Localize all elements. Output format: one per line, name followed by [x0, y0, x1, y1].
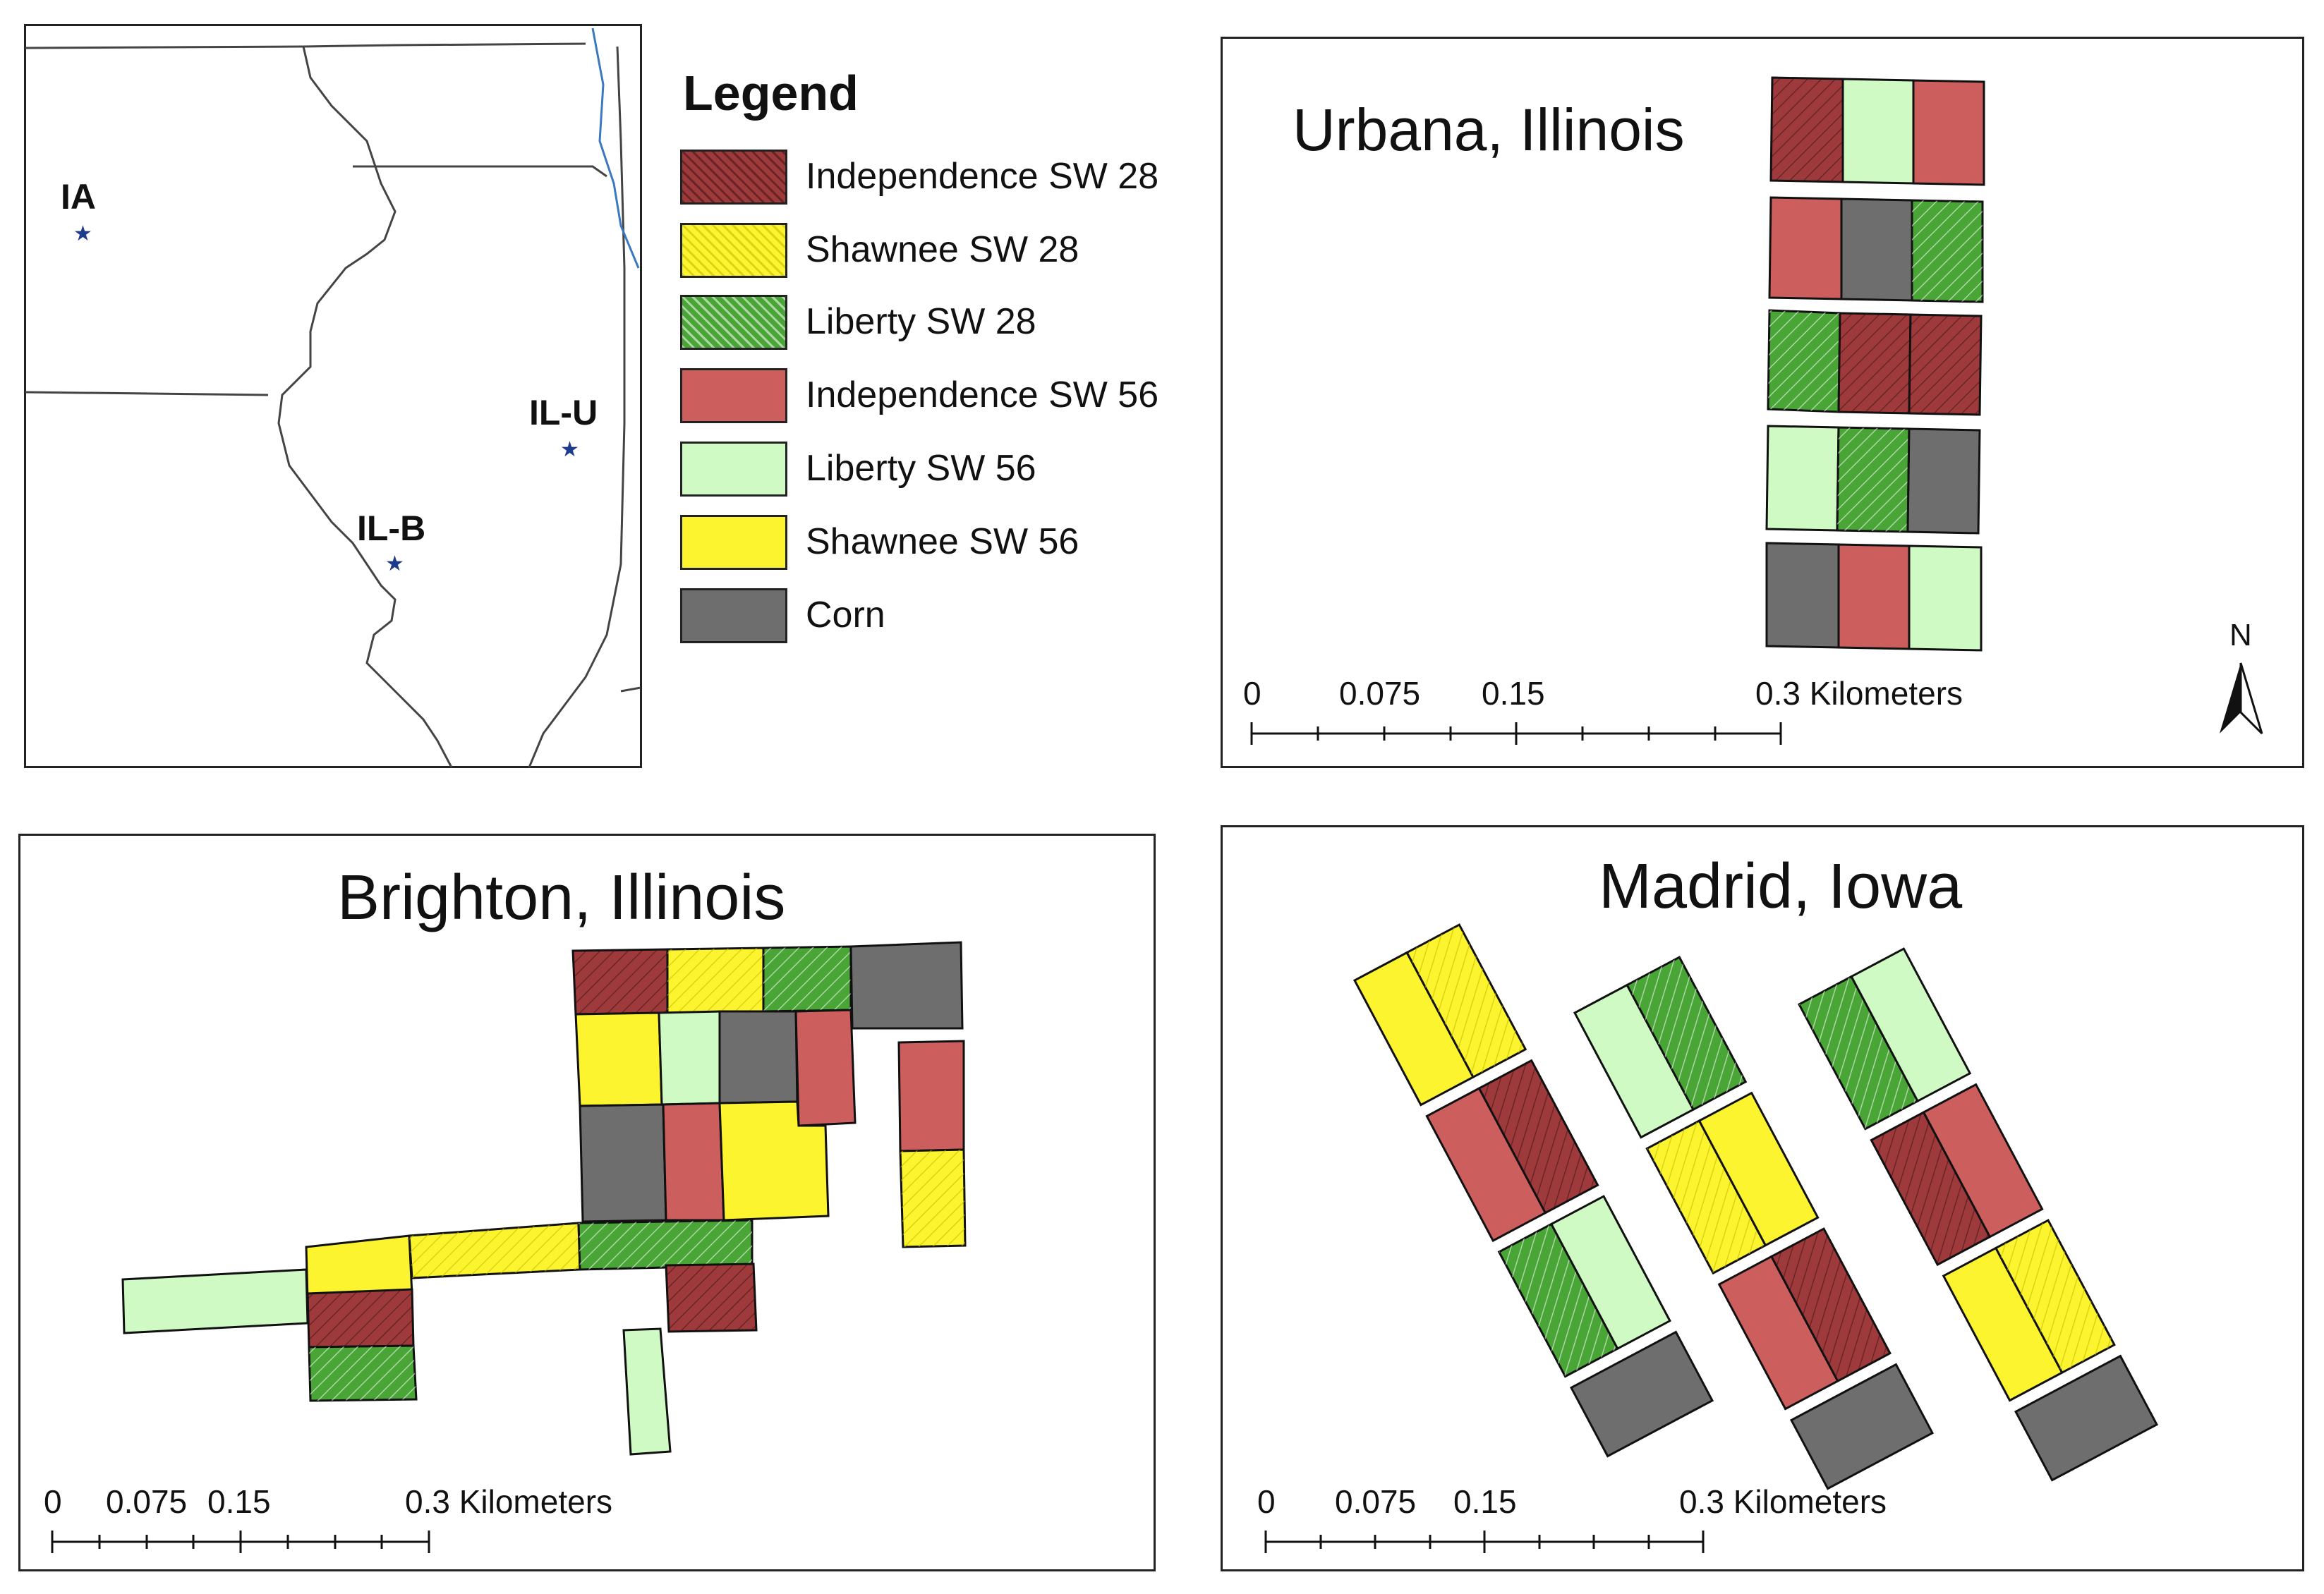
- north-label: N: [2229, 618, 2252, 652]
- legend-label: Liberty SW 28: [806, 301, 1036, 342]
- legend-item-shawnee-56: Shawnee SW 56: [680, 515, 1188, 573]
- state-border-iowa-south: [25, 391, 269, 396]
- site-label-il-b: IL-B: [357, 509, 426, 548]
- overview-map: [25, 28, 641, 768]
- plot-brighton-e4: [622, 1327, 672, 1456]
- plot-madrid-s3-2b: [1922, 1083, 2044, 1239]
- illinois-east-border: [528, 46, 626, 768]
- plot-urbana-r4-3: [1906, 427, 1981, 535]
- plot-brighton-a4: [849, 941, 964, 1030]
- brighton-scale-label-2: 0.15: [207, 1483, 271, 1520]
- brighton-scale-label-3: 0.3 Kilometers: [405, 1483, 613, 1520]
- plot-brighton-e1: [121, 1268, 309, 1334]
- plot-madrid-s3-4: [2014, 1354, 2159, 1482]
- urbana-scale-label-0: 0: [1243, 675, 1261, 712]
- legend-swatch: [680, 150, 787, 205]
- urbana-scale-label-3: 0.3 Kilometers: [1755, 675, 1963, 712]
- legend-item-independence-56: Independence SW 56: [680, 368, 1188, 426]
- star-icon: ★: [560, 438, 579, 461]
- site-label-ia: IA: [61, 177, 96, 217]
- plot-brighton-c2: [662, 1102, 725, 1222]
- plot-madrid-s3-1b: [1850, 947, 1972, 1103]
- brighton-scale-bar: [51, 1531, 430, 1553]
- plot-brighton-b4: [794, 1009, 857, 1127]
- site-label-il-u: IL-U: [529, 393, 598, 432]
- plot-urbana-r5-3: [1908, 544, 1983, 652]
- brighton-scale-label-0: 0: [44, 1483, 62, 1520]
- state-border-north: [25, 42, 586, 49]
- legend-label: Liberty SW 56: [806, 448, 1036, 489]
- legend-item-shawnee-28: Shawnee SW 28: [680, 223, 1188, 281]
- legend-swatch: [680, 515, 787, 570]
- plot-brighton-c1: [579, 1103, 667, 1223]
- plot-urbana-r5-1: [1765, 542, 1840, 649]
- star-icon: ★: [385, 552, 404, 576]
- brighton-title: Brighton, Illinois: [337, 863, 786, 933]
- brighton-scale-label-1: 0.075: [106, 1483, 188, 1520]
- urbana-map-frame: [1221, 37, 2304, 768]
- urbana-scale-label-1: 0.075: [1339, 675, 1421, 712]
- legend-label: Independence SW 56: [806, 375, 1159, 415]
- legend-swatch: [680, 442, 787, 497]
- urbana-scale-bar: [1250, 722, 1782, 745]
- plot-brighton-b2: [658, 1010, 721, 1106]
- legend-title: Legend: [683, 66, 859, 121]
- plot-madrid-s1-3b: [1549, 1195, 1671, 1351]
- plot-madrid-s2-4: [1790, 1363, 1935, 1490]
- star-icon: ★: [73, 222, 92, 245]
- indiana-south-border: [620, 686, 641, 693]
- plot-brighton-b3: [718, 1010, 799, 1105]
- legend-item-independence-28: Independence SW 28: [680, 150, 1188, 207]
- urbana-title: Urbana, Illinois: [1293, 97, 1685, 163]
- plot-brighton-b1: [574, 1011, 663, 1107]
- lake-michigan-shore: [591, 28, 640, 269]
- madrid-scale-label-0: 0: [1257, 1483, 1276, 1520]
- state-border-wisconsin: [353, 165, 607, 178]
- madrid-scale-label-2: 0.15: [1453, 1483, 1517, 1520]
- legend-label: Independence SW 28: [806, 156, 1159, 197]
- madrid-plots: [1352, 923, 2159, 1490]
- plot-brighton-b5: [897, 1040, 965, 1152]
- legend-swatch: [680, 295, 787, 350]
- legend-item-liberty-28: Liberty SW 28: [680, 295, 1188, 353]
- madrid-scale-label-1: 0.075: [1335, 1483, 1417, 1520]
- legend-swatch: [680, 223, 787, 278]
- brighton-plots: [121, 941, 967, 1456]
- plot-urbana-r2-1: [1768, 196, 1843, 300]
- legend-swatch: [680, 368, 787, 423]
- legend-label: Corn: [806, 595, 885, 635]
- north-arrow-icon: [2220, 662, 2263, 735]
- legend-label: Shawnee SW 56: [806, 521, 1079, 562]
- plot-urbana-r1-3: [1912, 79, 1985, 186]
- plot-madrid-s1-4: [1570, 1330, 1714, 1458]
- plot-urbana-r4-1: [1765, 425, 1840, 532]
- plot-madrid-s2-2b: [1697, 1091, 1820, 1247]
- madrid-scale-bar: [1264, 1531, 1705, 1553]
- legend-label: Shawnee SW 28: [806, 229, 1079, 270]
- plot-urbana-r2-2: [1840, 197, 1913, 302]
- overview-map-frame: [24, 24, 642, 768]
- legend-swatch: [680, 588, 787, 643]
- madrid-scale-label-3: 0.3 Kilometers: [1679, 1483, 1887, 1520]
- plot-urbana-r5-2: [1837, 543, 1911, 650]
- urbana-scale-label-2: 0.15: [1482, 675, 1545, 712]
- madrid-title: Madrid, Iowa: [1599, 851, 1963, 922]
- mississippi-river: [277, 46, 453, 768]
- urbana-plots: [1765, 76, 1985, 652]
- legend-item-corn: Corn: [680, 588, 1188, 646]
- legend-item-liberty-56: Liberty SW 56: [680, 442, 1188, 499]
- plot-urbana-r1-2: [1841, 78, 1915, 185]
